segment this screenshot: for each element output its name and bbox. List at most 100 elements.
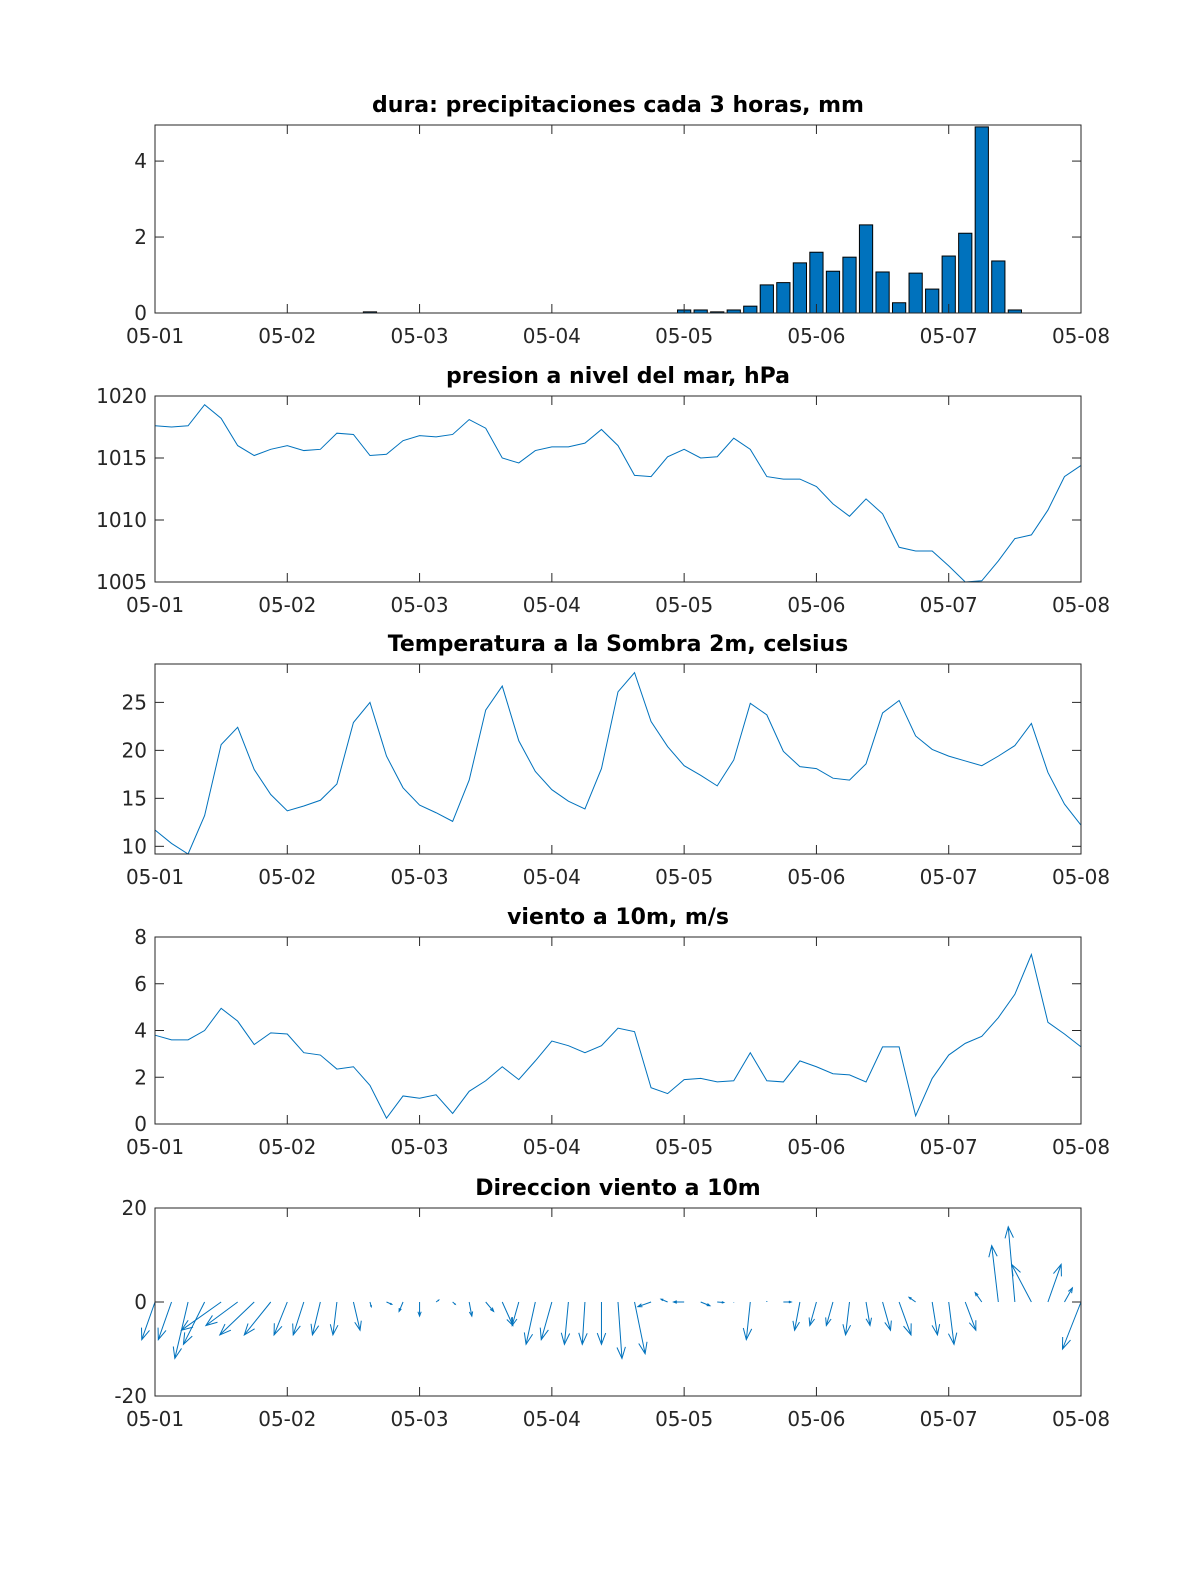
arrow-shaft (398, 1301, 404, 1312)
wind-arrow (907, 1296, 916, 1303)
wind-arrow (825, 1301, 834, 1327)
arrow-head (329, 1324, 339, 1337)
arrow-shaft (794, 1301, 801, 1331)
arrow-shaft (991, 1245, 999, 1303)
wind-arrow (974, 1291, 983, 1303)
arrow-shaft (182, 1301, 206, 1345)
wind-arrow (292, 1301, 305, 1337)
wind-arrow (1047, 1263, 1062, 1303)
axes-box (154, 124, 1082, 314)
x-tick-label: 05-02 (258, 1135, 316, 1159)
arrow-shaft (219, 1301, 255, 1336)
wind-arrow (1064, 1286, 1074, 1303)
wind-arrow (672, 1300, 685, 1304)
wind-arrow (539, 1301, 553, 1341)
axes-box (154, 395, 1082, 583)
arrow-shaft (563, 1301, 569, 1345)
arrow-shaft (157, 1301, 173, 1340)
bar (991, 260, 1006, 314)
wind-arrow (417, 1302, 422, 1318)
arrow-head (931, 1324, 941, 1337)
arrow-head (968, 1320, 977, 1332)
arrow-shaft (468, 1301, 473, 1317)
arrow-shaft (292, 1301, 305, 1336)
x-tick-label: 05-04 (523, 1135, 581, 1159)
bar (858, 224, 874, 314)
arrow-head (903, 1323, 912, 1337)
arrow-head (721, 1301, 726, 1304)
arrow-head (172, 1346, 182, 1360)
arrow-shaft (485, 1301, 495, 1312)
bar (891, 302, 907, 314)
arrow-head (141, 1327, 150, 1341)
wind-arrow (616, 1301, 626, 1360)
wind-arrow (792, 1301, 801, 1332)
wind-arrow (141, 1301, 156, 1341)
arrow-shaft (898, 1301, 912, 1336)
x-tick-label: 05-03 (391, 324, 449, 348)
wind-arrow (865, 1301, 873, 1327)
data-marks (154, 671, 1082, 855)
chart-3: Temperatura a la Sombra 2m, celsius 05-01… (122, 632, 1111, 889)
wind-arrow (842, 1301, 852, 1337)
wind-arrow (636, 1301, 652, 1308)
y-tick-label: 0 (134, 1290, 147, 1314)
arrow-head (672, 1300, 678, 1304)
x-tick-label: 05-03 (391, 1135, 449, 1159)
x-tick-label: 05-07 (920, 324, 978, 348)
arrow-shaft (637, 1301, 652, 1308)
arrow-shaft (181, 1301, 222, 1331)
bar (875, 271, 890, 314)
arrow-shaft (865, 1301, 871, 1326)
arrow-shaft (581, 1301, 586, 1345)
bar (842, 256, 857, 314)
x-tick-label: 05-08 (1052, 1135, 1110, 1159)
x-tick-label: 05-07 (920, 1135, 978, 1159)
wind-arrow (310, 1301, 321, 1337)
arrow-head (180, 1319, 194, 1332)
wind-arrow (329, 1301, 339, 1337)
bar (809, 251, 824, 314)
wind-arrow (742, 1301, 753, 1342)
wind-arrow (218, 1301, 255, 1336)
arrow-head (659, 1298, 664, 1302)
arrow-shaft (964, 1301, 977, 1331)
arrow-shaft (1047, 1264, 1062, 1303)
wind-arrow (180, 1301, 222, 1332)
y-tick-label: 20 (122, 738, 147, 762)
arrow-head (204, 1315, 218, 1327)
arrow-head (182, 1332, 193, 1346)
arrow-head (310, 1323, 320, 1337)
x-tick-label: 05-06 (787, 1407, 845, 1431)
bar (908, 272, 923, 314)
x-tick-label: 05-05 (655, 593, 713, 617)
arrow-shaft (332, 1301, 338, 1335)
wind-arrow (435, 1299, 440, 1303)
series-line (154, 403, 1082, 583)
wind-arrow (1061, 1301, 1082, 1351)
y-tick-label: 1005 (96, 570, 147, 594)
wind-arrow (700, 1301, 712, 1307)
arrow-head (354, 1320, 362, 1332)
series-line (154, 671, 1082, 855)
bar (974, 126, 989, 314)
x-tick-label: 05-01 (126, 1135, 184, 1159)
y-tick-label: 8 (134, 925, 147, 949)
wind-arrow (596, 1302, 607, 1346)
arrow-shaft (141, 1301, 156, 1340)
x-tick-label: 05-02 (258, 1407, 316, 1431)
wind-arrow (578, 1301, 588, 1346)
wind-arrow (964, 1301, 977, 1332)
x-tick-label: 05-07 (920, 1407, 978, 1431)
arrow-head (539, 1327, 549, 1341)
wind-arrow (386, 1301, 394, 1305)
bar (743, 305, 758, 314)
arrow-shaft (745, 1301, 751, 1340)
x-tick-label: 05-04 (523, 324, 581, 348)
chart-4: viento a 10m, m/s 05-01 05-02 05-03 05-04 05-… (126, 905, 1110, 1159)
bar (776, 282, 791, 314)
x-tick-label: 05-02 (258, 593, 316, 617)
arrow-shaft (273, 1301, 288, 1336)
x-tick-label: 05-03 (391, 593, 449, 617)
